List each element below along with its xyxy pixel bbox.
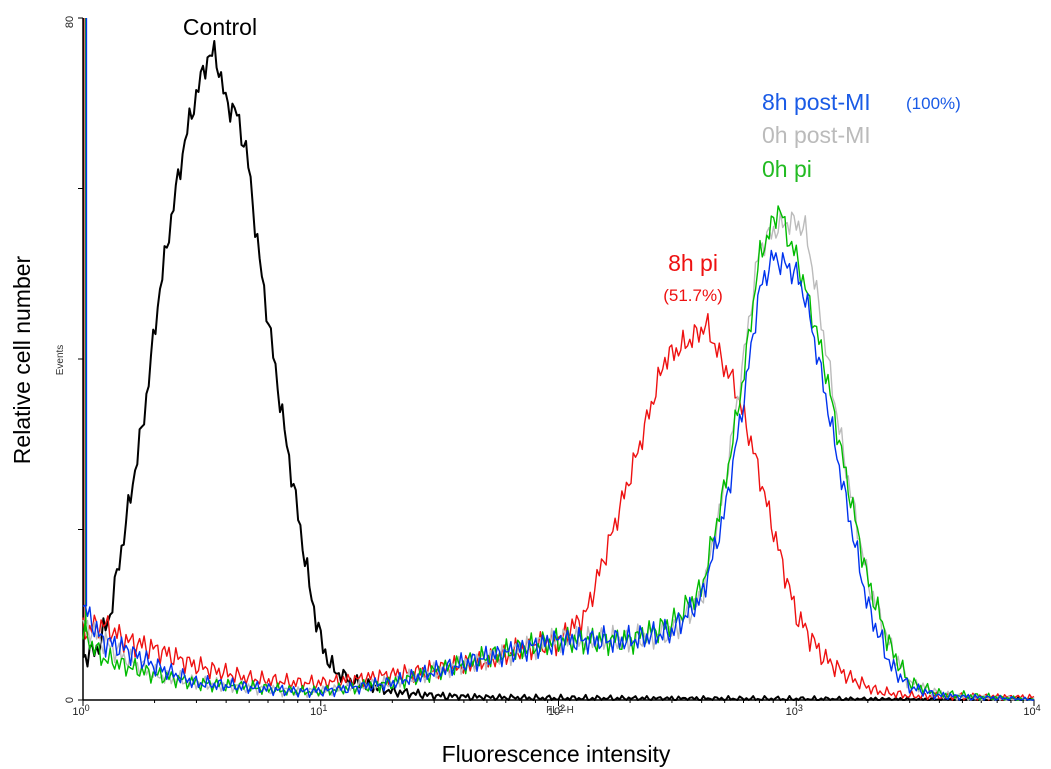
x-tick-label: 101 [310, 703, 327, 718]
x-channel-label: FL2-H [546, 705, 574, 716]
series-line [82, 210, 1035, 701]
axes: 100 101 102 103 104 0 80 [64, 16, 1041, 718]
annotation-8h-pi-percent: (51.7%) [663, 286, 723, 305]
y-tick-label: 80 [64, 16, 76, 28]
x-tick-label: 102 [548, 703, 565, 718]
y-axis-title: Relative cell number [9, 255, 35, 464]
annotation-8h-pi: 8h pi [668, 250, 718, 276]
series-line [82, 205, 1035, 701]
y-inner-label: Events [55, 345, 66, 376]
series-layer [82, 18, 1035, 701]
x-tick-label: 100 [72, 703, 89, 718]
annotation-8h-post-mi: 8h post-MI [762, 89, 871, 115]
series-line [82, 249, 1034, 701]
y-tick-label: 0 [64, 697, 76, 703]
x-axis-title: Fluorescence intensity [442, 741, 671, 767]
series-line [82, 40, 1035, 701]
annotation-control: Control [183, 14, 257, 40]
annotation-0h-post-mi: 0h post-MI [762, 122, 871, 148]
annotation-0h-pi: 0h pi [762, 156, 812, 182]
annotation-8h-post-mi-percent: (100%) [906, 94, 961, 113]
x-tick-label: 103 [786, 703, 803, 718]
x-tick-label: 104 [1023, 703, 1040, 718]
